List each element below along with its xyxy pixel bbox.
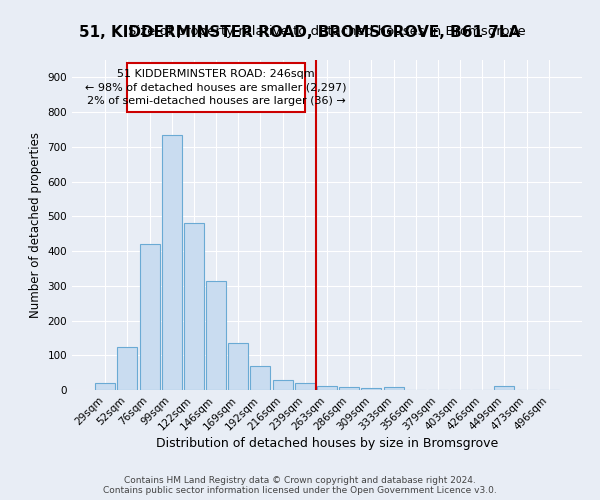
Bar <box>272 380 293 390</box>
Bar <box>317 386 337 390</box>
Text: 51, KIDDERMINSTER ROAD, BROMSGROVE, B61 7LA: 51, KIDDERMINSTER ROAD, BROMSGROVE, B61 … <box>79 25 521 40</box>
X-axis label: Distribution of detached houses by size in Bromsgrove: Distribution of detached houses by size … <box>156 438 498 450</box>
Bar <box>228 343 248 390</box>
Y-axis label: Number of detached properties: Number of detached properties <box>29 132 42 318</box>
Bar <box>95 383 115 390</box>
Bar <box>295 383 315 390</box>
Bar <box>383 386 404 390</box>
Bar <box>162 134 182 390</box>
Text: Contains HM Land Registry data © Crown copyright and database right 2024.
Contai: Contains HM Land Registry data © Crown c… <box>103 476 497 495</box>
FancyBboxPatch shape <box>127 64 305 112</box>
Bar <box>184 224 204 390</box>
Text: 51 KIDDERMINSTER ROAD: 246sqm: 51 KIDDERMINSTER ROAD: 246sqm <box>117 69 315 79</box>
Bar <box>494 386 514 390</box>
Title: Size of property relative to detached houses in Bromsgrove: Size of property relative to detached ho… <box>128 25 526 38</box>
Bar <box>140 244 160 390</box>
Text: 2% of semi-detached houses are larger (36) →: 2% of semi-detached houses are larger (3… <box>87 96 346 106</box>
Text: ← 98% of detached houses are smaller (2,297): ← 98% of detached houses are smaller (2,… <box>85 83 347 93</box>
Bar <box>206 280 226 390</box>
Bar <box>250 366 271 390</box>
Bar <box>361 388 382 390</box>
Bar <box>118 346 137 390</box>
Bar <box>339 386 359 390</box>
